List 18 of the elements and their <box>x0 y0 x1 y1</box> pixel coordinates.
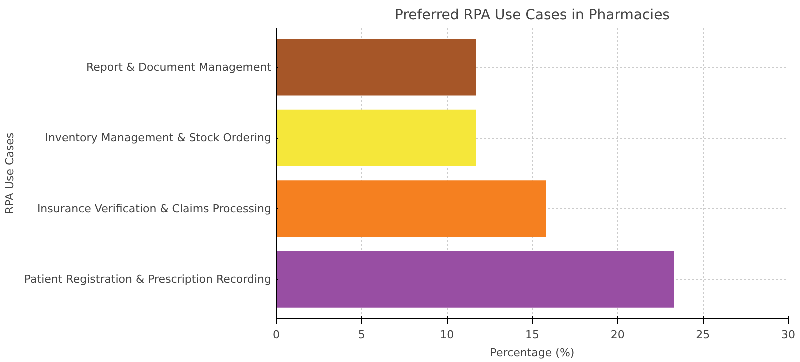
y-tick-label: Report & Document Management <box>86 60 272 74</box>
bar <box>276 110 476 166</box>
x-tick-label: 20 <box>610 328 625 342</box>
bar <box>276 180 546 238</box>
bar <box>276 39 476 96</box>
x-tick-label: 0 <box>273 328 280 342</box>
x-tick-label: 5 <box>358 328 366 342</box>
x-tick-label: 10 <box>440 328 454 342</box>
bar <box>276 251 674 308</box>
y-tick-label: Patient Registration & Prescription Recording <box>24 273 272 286</box>
x-tick-label: 30 <box>782 328 796 342</box>
x-axis-title: Percentage (%) <box>490 346 575 360</box>
y-axis-title: RPA Use Cases <box>3 132 16 214</box>
y-tick-label: Insurance Verification & Claims Processing <box>37 202 272 216</box>
y-tick-label: Inventory Management & Stock Ordering <box>45 132 272 145</box>
chart-title: Preferred RPA Use Cases in Pharmacies <box>395 8 670 24</box>
x-tick-label: 25 <box>696 328 710 342</box>
x-tick-label: 15 <box>526 328 540 342</box>
